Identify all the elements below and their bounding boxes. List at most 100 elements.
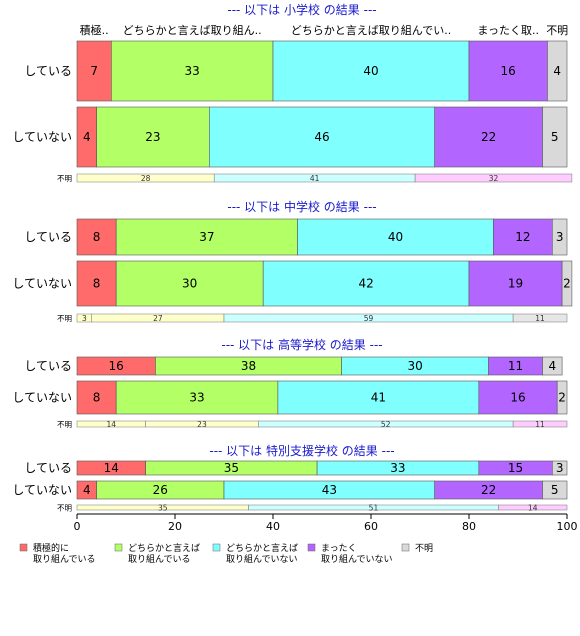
bar-segment [272,40,470,102]
data-label: 33 [185,64,200,78]
row-label: している [24,359,72,373]
bar-segment [468,260,563,307]
legend-swatch [307,543,316,552]
x-tick-label: 80 [462,520,476,533]
section-title: --- 以下は 小学校 の結果 --- [227,2,376,17]
data-label: 38 [241,359,256,373]
data-label: 37 [199,230,214,244]
row-label: していない [12,277,72,291]
minor-data-label: 14 [528,504,538,513]
minor-data-label: 35 [158,504,168,513]
legend-label: 取り組んでいる [33,553,96,565]
bar-segment [493,218,553,256]
bar-segment [542,356,563,376]
legend-label: 不明 [415,543,433,554]
row-label: していない [12,483,72,497]
legend-swatch [114,543,123,552]
minor-data-label: 11 [535,420,545,429]
data-label: 19 [508,277,523,291]
bar-segment [542,480,568,500]
category-header: 積極.. [80,23,109,37]
data-label: 15 [508,461,523,475]
data-label: 26 [153,483,168,497]
minor-data-label: 52 [381,420,391,429]
minor-data-label: 23 [197,420,207,429]
x-tick-label: 20 [168,520,182,533]
x-tick-label: 0 [74,520,81,533]
legend-label: どちらかと言えば [128,542,200,554]
data-label: 30 [407,359,422,373]
minor-data-label: 32 [489,174,499,183]
bar-segment [551,460,568,476]
data-label: 16 [510,391,525,405]
bar-segment [551,218,568,256]
x-tick-label: 60 [364,520,378,533]
minor-bar-segment [512,313,568,323]
minor-row-label: 不明 [57,174,72,183]
legend-label: 積極的に [33,542,69,554]
data-label: 30 [182,277,197,291]
data-label: 4 [548,359,556,373]
data-label: 35 [224,461,239,475]
data-label: 8 [93,277,101,291]
data-label: 4 [83,130,91,144]
x-tick-label: 100 [557,520,578,533]
minor-data-label: 59 [364,314,374,323]
bar-segment [115,218,298,256]
bar-segment [209,106,435,168]
minor-row-label: 不明 [57,314,72,323]
data-label: 5 [551,130,559,144]
bar-segment [547,40,568,102]
category-header: どちらかと言えば取り組んでい.. [291,24,451,37]
data-label: 2 [563,277,571,291]
data-label: 22 [481,130,496,144]
minor-bar-segment [498,504,568,511]
bar-segment [297,218,494,256]
data-label: 33 [390,461,405,475]
data-label: 22 [481,483,496,497]
minor-data-label: 41 [310,174,320,183]
legend-label: 取り組んでいない [226,553,298,565]
bar-segment [561,260,573,307]
minor-data-label: 3 [82,314,87,323]
bar-segment [434,106,543,168]
data-label: 5 [551,483,559,497]
bar-segment [115,380,279,415]
legend-label: まったく [321,543,357,554]
data-label: 12 [515,230,530,244]
x-tick-label: 40 [266,520,280,533]
bar-segment [556,380,568,415]
row-label: している [24,461,72,475]
bar-segment [76,380,117,415]
row-label: している [24,64,72,78]
minor-row-label: 不明 [57,504,72,513]
bar-segment [76,260,117,307]
category-header: 不明 [546,24,568,37]
data-label: 3 [556,230,564,244]
section-title: --- 以下は 特別支援学校 の結果 --- [209,443,394,458]
data-label: 11 [508,359,523,373]
bar-segment [277,380,480,415]
data-label: 40 [388,230,403,244]
bar-segment [468,40,548,102]
bar-segment [76,218,117,256]
minor-data-label: 11 [535,314,545,323]
minor-bar-segment [512,420,568,428]
section-title: --- 以下は 中学校 の結果 --- [227,199,376,214]
row-label: している [24,230,72,244]
legend-label: 取り組んでいる [128,553,191,565]
data-label: 16 [109,359,124,373]
bar-segment [111,40,274,102]
data-label: 41 [371,391,386,405]
data-label: 43 [322,483,337,497]
data-label: 42 [358,277,373,291]
data-label: 46 [314,130,329,144]
legend-swatch [19,543,28,552]
data-label: 2 [558,391,566,405]
category-header: どちらかと言えば取り組ん.. [123,24,262,37]
category-header: まったく取.. [477,24,539,37]
bar-segment [76,40,112,102]
section-title: --- 以下は 高等学校 の結果 --- [221,337,382,352]
bar-segment [115,260,264,307]
